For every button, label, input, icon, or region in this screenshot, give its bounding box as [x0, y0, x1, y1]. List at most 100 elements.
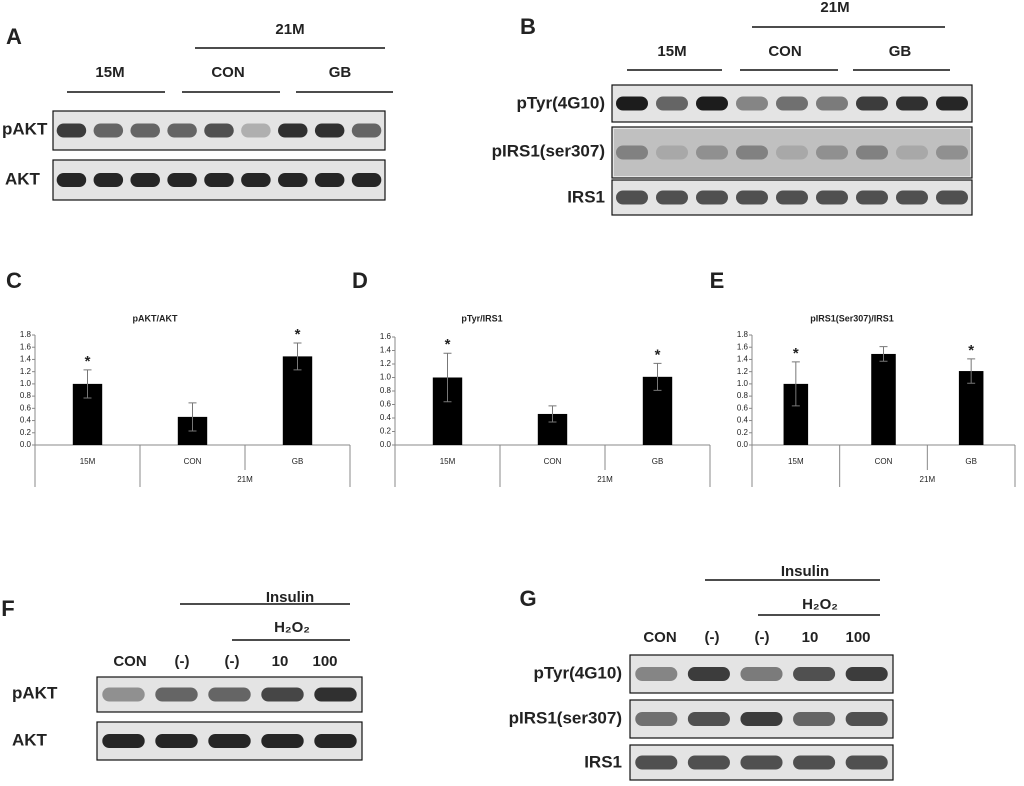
panel-letter: A	[6, 24, 22, 49]
blot-band	[351, 123, 382, 138]
blot-band	[740, 712, 783, 726]
blot-band	[845, 755, 888, 770]
blot-band	[896, 96, 928, 111]
blot-band	[816, 145, 848, 160]
blot-band	[635, 712, 678, 726]
blot-band	[687, 755, 730, 770]
error-bar	[967, 358, 976, 384]
x-tick-label: 15M	[440, 457, 456, 466]
blot-band	[856, 145, 888, 160]
blot-band	[208, 687, 251, 702]
blot-band	[314, 687, 357, 702]
x-tick-label: 15M	[788, 457, 804, 466]
blot-band	[167, 173, 197, 187]
y-tick-label: 0.4	[380, 413, 392, 422]
y-tick-label: 1.6	[20, 342, 32, 351]
group-label: 21M	[237, 475, 253, 484]
row-label: AKT	[5, 169, 41, 188]
chart-title: pIRS1(Ser307)/IRS1	[810, 313, 894, 323]
y-tick-label: 1.6	[380, 332, 392, 341]
blot-band	[896, 145, 928, 160]
blot-band	[936, 96, 968, 111]
group-label: CON	[768, 43, 801, 60]
y-tick-label: 1.0	[737, 379, 749, 388]
x-tick-label: CON	[184, 457, 202, 466]
x-tick-label: 15M	[80, 457, 96, 466]
blot-band	[616, 190, 648, 205]
group-label: 21M	[275, 21, 304, 38]
row-label: pTyr(4G10)	[534, 663, 623, 682]
blot-band	[740, 755, 783, 770]
row-label: pTyr(4G10)	[517, 93, 606, 112]
blot-band	[56, 173, 87, 187]
blot-band	[241, 173, 271, 187]
row-label: pAKT	[12, 683, 58, 702]
blot-band	[845, 712, 888, 726]
y-tick-label: 0.8	[380, 386, 392, 395]
blot-band	[314, 173, 345, 187]
lane-label: 100	[312, 653, 337, 670]
lane-label: 10	[802, 629, 819, 646]
blot-band	[845, 667, 888, 681]
blot-band	[736, 190, 768, 205]
blot-band	[856, 96, 888, 111]
y-tick-label: 1.6	[737, 342, 749, 351]
group-label: GB	[889, 43, 912, 60]
blot-band	[56, 123, 87, 138]
blot-band	[93, 123, 124, 138]
y-tick-label: 0.2	[20, 428, 32, 437]
y-tick-label: 0.6	[737, 403, 749, 412]
row-label: AKT	[12, 730, 48, 749]
y-tick-label: 1.8	[737, 330, 749, 339]
blot-box	[611, 126, 973, 179]
blot-band	[351, 173, 382, 187]
blot-band	[736, 96, 768, 111]
blot-band	[278, 173, 308, 187]
group-label: GB	[329, 64, 352, 81]
treatment-label: H₂O₂	[274, 619, 310, 636]
blot-band	[793, 755, 836, 770]
blot-band	[635, 667, 678, 681]
y-tick-label: 1.0	[380, 373, 392, 382]
y-tick-label: 1.2	[20, 367, 32, 376]
error-bar	[188, 402, 197, 432]
blot-band	[130, 173, 160, 187]
y-tick-label: 0.6	[20, 403, 32, 412]
blot-band	[261, 734, 304, 748]
significance-mark: *	[445, 336, 451, 353]
blot-band	[208, 734, 251, 748]
row-label: pIRS1(ser307)	[509, 708, 622, 727]
row-label: pIRS1(ser307)	[492, 141, 605, 160]
panel-letter: D	[352, 268, 368, 293]
group-label: 15M	[95, 64, 124, 81]
error-bar	[791, 361, 800, 407]
blot-band	[616, 145, 648, 160]
lane-label: 100	[845, 629, 870, 646]
blot-smear	[614, 129, 970, 176]
blot-band	[656, 96, 688, 111]
blot-band	[856, 190, 888, 205]
error-bar	[653, 362, 662, 391]
x-tick-label: CON	[544, 457, 562, 466]
blot-band	[93, 173, 124, 187]
x-tick-label: GB	[652, 457, 664, 466]
blot-band	[816, 190, 848, 205]
group-label: 21M	[820, 0, 849, 16]
y-tick-label: 1.2	[380, 359, 392, 368]
blot-band	[635, 755, 678, 770]
blot-band	[278, 123, 308, 138]
group-label: CON	[211, 64, 244, 81]
blot-band	[687, 667, 730, 681]
lane-label: CON	[113, 653, 146, 670]
significance-mark: *	[793, 345, 799, 362]
blot-band	[130, 123, 160, 138]
blot-band	[656, 190, 688, 205]
error-bar	[83, 369, 92, 399]
group-label: 21M	[920, 475, 936, 484]
y-tick-label: 0.0	[20, 440, 32, 449]
y-tick-label: 0.2	[380, 427, 392, 436]
lane-label: CON	[643, 629, 676, 646]
blot-band	[261, 687, 304, 702]
y-tick-label: 1.4	[737, 355, 749, 364]
error-bar	[879, 346, 888, 362]
